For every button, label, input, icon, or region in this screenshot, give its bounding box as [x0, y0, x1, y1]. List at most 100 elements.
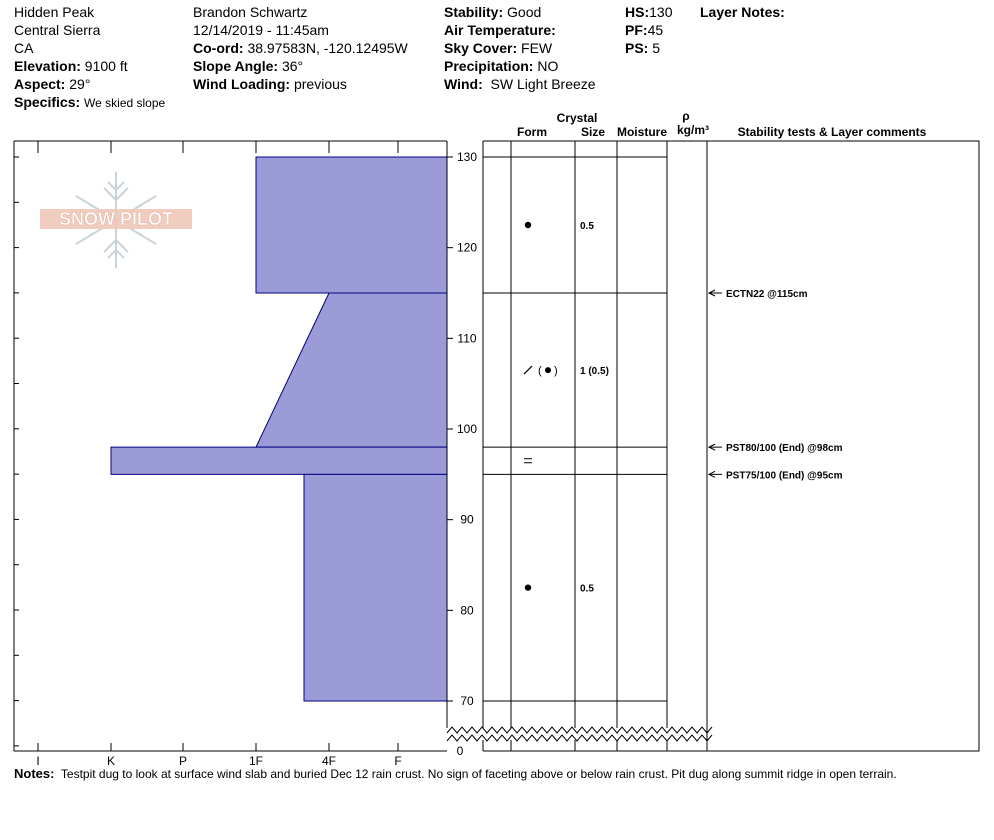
ps-value: 5: [652, 40, 661, 56]
sky-value: FEW: [521, 40, 553, 56]
hs-value: 130: [649, 4, 673, 20]
test-arrow-icon: [707, 443, 716, 451]
hardness-tick-label: I: [36, 754, 39, 768]
state: CA: [14, 40, 34, 56]
column-header-comments: Stability tests & Layer comments: [738, 125, 927, 139]
crystal-size-label: 1 (0.5): [580, 366, 609, 377]
hardness-tick-label: 1F: [249, 754, 263, 768]
hardness-tick-label: 4F: [322, 754, 336, 768]
depth-tick-label: 90: [460, 513, 474, 527]
air-temp-row: Air Temperature:: [444, 21, 556, 39]
depth-tick-label: 70: [460, 694, 474, 708]
hs-label: HS:: [625, 4, 650, 20]
hardness-tick-label: P: [179, 754, 187, 768]
stability-label: Stability:: [444, 4, 504, 20]
ps-label: PS:: [625, 40, 649, 56]
snowflake-icon: SNOW PILOT: [40, 172, 192, 268]
test-label: ECTN22 @115cm: [726, 289, 808, 300]
layer-notes-label: Layer Notes:: [700, 4, 785, 20]
depth-tick-label: 110: [457, 331, 476, 345]
sky-row: Sky Cover: FEW: [444, 39, 552, 57]
elevation-value: 9100 ft: [84, 58, 128, 74]
snowpilot-logo: SNOW PILOT: [38, 170, 198, 270]
break-mark-0: [446, 726, 713, 734]
datetime: 12/14/2019 - 11:45am: [193, 22, 329, 38]
coord-row: Co-ord: 38.97583N, -120.12495W: [193, 39, 408, 57]
column-header-rho: ρ: [682, 109, 689, 123]
wind-loading-row: Wind Loading: previous: [193, 75, 347, 93]
aspect-value: 29°: [69, 76, 91, 92]
slope-value: 36°: [281, 58, 304, 74]
crystal-form-decomposing-icon: [523, 365, 533, 375]
test-arrow-icon: [707, 470, 716, 478]
stability-value: Good: [507, 4, 542, 20]
crystal-size-label: 0.5: [580, 221, 594, 232]
notes-label: Notes:: [14, 766, 55, 781]
column-header-crystal: Crystal: [557, 111, 598, 125]
sky-label: Sky Cover:: [444, 40, 518, 56]
column-headers: Crystal Form Size Moisture ρkg/m³ Stability t…: [517, 109, 927, 139]
depth-zero-label: 0: [457, 744, 464, 758]
comments-box: [706, 140, 980, 752]
hardness-tick-label: K: [107, 754, 115, 768]
stability-row: Stability: Good: [444, 3, 541, 21]
column-header-size: Size: [581, 125, 605, 139]
hs-row: HS:130: [625, 3, 672, 21]
depth-tick-label: 80: [460, 603, 474, 617]
column-header-form: Form: [517, 125, 547, 139]
aspect-label: Aspect:: [14, 76, 66, 92]
column-header-density-unit: kg/m³: [677, 123, 709, 137]
coord-value: 38.97583N, -120.12495W: [247, 40, 408, 56]
layer-table: 0.5 () 1 (0.5) 0.5: [446, 140, 980, 752]
precip-value: NO: [537, 58, 559, 74]
precip-label: Precipitation:: [444, 58, 534, 74]
observer: Brandon Schwartz: [193, 4, 308, 20]
elevation-label: Elevation:: [14, 58, 81, 74]
pf-label: PF:: [625, 22, 648, 38]
specifics-row: Specifics: We skied slope: [14, 93, 165, 112]
notes-row: Notes: Testpit dug to look at surface wi…: [14, 766, 897, 781]
depth-tick-label: 130: [457, 150, 477, 164]
notes-text: Testpit dug to look at surface wind slab…: [60, 767, 897, 781]
crystal-form-graupel-icon: [524, 221, 532, 229]
specifics-value: We skied slope: [84, 96, 166, 110]
test-label: PST75/100 (End) @95cm: [726, 470, 843, 481]
mountain-range: Central Sierra: [14, 22, 101, 38]
slope-row: Slope Angle: 36°: [193, 57, 303, 75]
pf-value: 45: [647, 22, 664, 38]
air-temp-label: Air Temperature:: [444, 22, 556, 38]
crystal-size-label: 0.5: [580, 584, 594, 595]
crystal-form-graupel-icon: [524, 584, 532, 591]
hardness-layer-0: [255, 156, 448, 294]
profile-frame: I K P 1F 4F F: [13, 140, 448, 768]
wind-row: Wind: SW Light Breeze: [444, 75, 596, 93]
crystal-form-secondary-graupel-icon: [545, 367, 551, 374]
precip-row: Precipitation: NO: [444, 57, 558, 75]
crystal-form-paren-close: ): [554, 365, 558, 377]
elevation-row: Elevation: 9100 ft: [14, 57, 128, 75]
depth-tick-label: 100: [457, 422, 477, 436]
depth-axis: 130 120 110 100 90 80 70 0: [447, 150, 477, 758]
ps-row: PS: 5: [625, 39, 660, 57]
location: Hidden Peak: [14, 4, 95, 20]
test-label: PST80/100 (End) @98cm: [726, 443, 843, 454]
profile-header: Hidden Peak Central Sierra CA Elevation:…: [0, 0, 994, 112]
pf-row: PF:45: [625, 21, 663, 39]
wind-label: Wind:: [444, 76, 483, 92]
crystal-form-paren-open: (: [538, 365, 542, 377]
test-arrow-icon: [707, 289, 716, 297]
wind-value: SW Light Breeze: [490, 76, 596, 92]
aspect-row: Aspect: 29°: [14, 75, 90, 93]
column-header-moisture: Moisture: [617, 125, 667, 139]
wind-loading-label: Wind Loading:: [193, 76, 291, 92]
break-mark-1: [446, 734, 713, 742]
hardness-layer-3: [303, 473, 448, 702]
stability-tests: ECTN22 @115cm PST80/100 (End) @98cm PST75/…: [707, 289, 843, 481]
logo-text: SNOW PILOT: [59, 209, 173, 229]
coord-label: Co-ord:: [193, 40, 244, 56]
specifics-label: Specifics:: [14, 94, 81, 110]
slope-label: Slope Angle:: [193, 58, 279, 74]
hardness-layer-1: [255, 292, 448, 448]
hardness-tick-label: F: [394, 754, 401, 768]
